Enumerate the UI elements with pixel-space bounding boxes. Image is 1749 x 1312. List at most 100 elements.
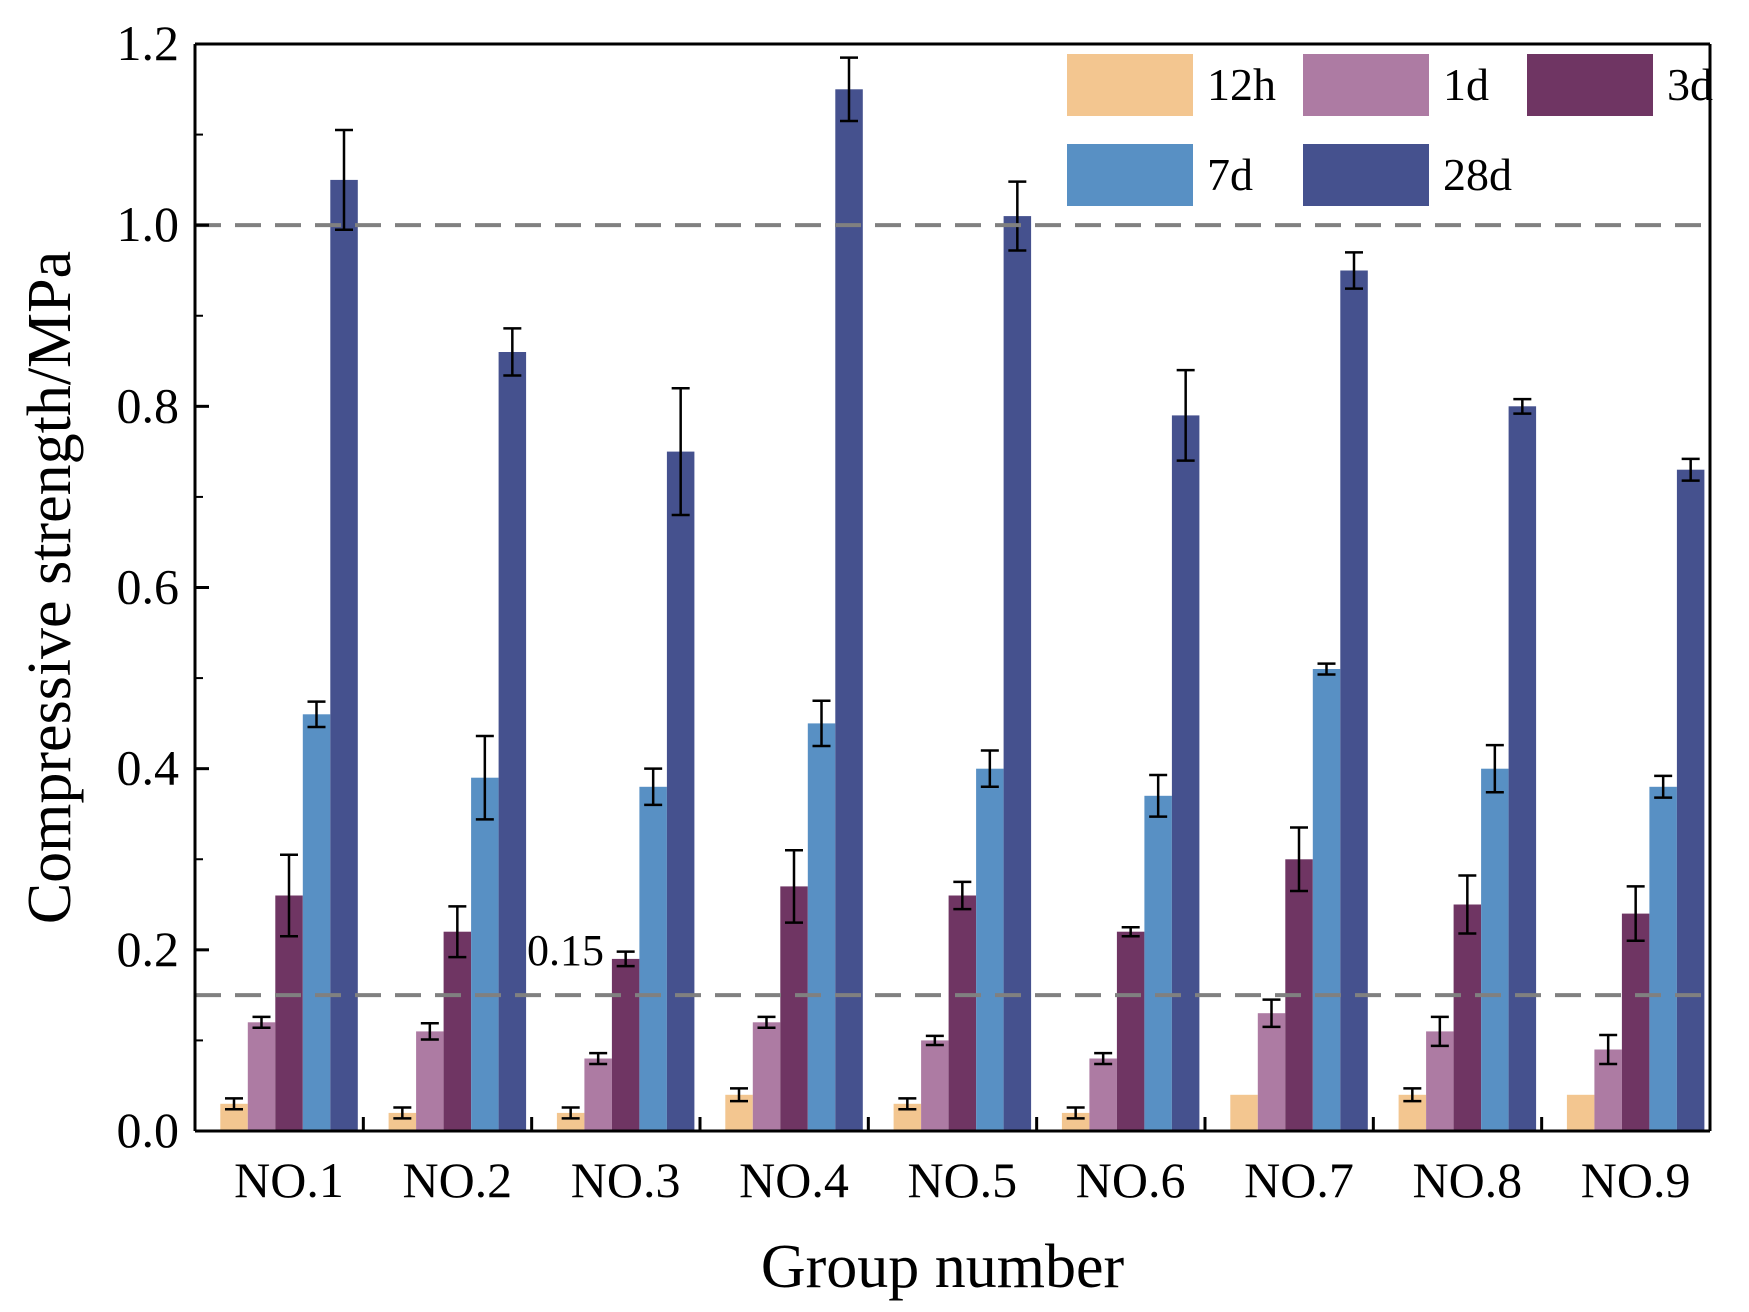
bar-28d-NO.2	[498, 352, 527, 1131]
error-bar-12h-NO.2	[393, 1106, 412, 1120]
bar-7d-NO.1	[302, 714, 331, 1131]
error-bar-7d-NO.9	[1654, 774, 1673, 799]
error-bar-28d-NO.9	[1681, 457, 1700, 482]
bar-7d-NO.7	[1312, 669, 1341, 1131]
legend-item-12h: 12h	[1067, 54, 1276, 116]
error-bar-7d-NO.4	[812, 699, 831, 748]
bar-1d-NO.2	[416, 1031, 444, 1131]
legend-swatch-3d	[1527, 54, 1653, 116]
bar-28d-NO.3	[666, 451, 695, 1132]
axes-layer: 0.0 0.2 0.4 0.6 0.8 1.0 1.2 NO.1 NO.2 NO.3 NO.4 NO.…	[16, 15, 1712, 1301]
x-tick-label: NO.9	[1581, 1152, 1691, 1208]
error-bar-28d-NO.2	[503, 327, 522, 377]
error-bar-7d-NO.1	[307, 700, 326, 729]
error-bar-7d-NO.8	[1485, 743, 1504, 794]
reference-line-label: 0.15	[527, 926, 604, 975]
bar-3d-NO.2	[443, 931, 472, 1131]
y-tick-label: 1.2	[117, 15, 180, 71]
error-bar-1d-NO.9	[1599, 1033, 1618, 1066]
y-tick-label: 0.4	[117, 740, 180, 796]
error-bar-28d-NO.7	[1345, 251, 1363, 290]
bar-28d-NO.5	[1003, 216, 1032, 1132]
bar-3d-NO.9	[1621, 913, 1650, 1131]
y-tick-label: 0.6	[117, 559, 180, 615]
bar-28d-NO.9	[1676, 469, 1705, 1131]
error-bar-7d-NO.2	[475, 734, 494, 821]
error-bar-7d-NO.6	[1149, 773, 1168, 818]
bar-1d-NO.1	[247, 1022, 276, 1131]
bar-12h-NO.9	[1566, 1094, 1595, 1131]
error-bar-28d-NO.3	[671, 386, 690, 517]
error-bar-3d-NO.8	[1458, 874, 1477, 935]
bars-layer	[220, 89, 1705, 1132]
error-bar-1d-NO.7	[1262, 998, 1281, 1029]
y-tick-label: 0.0	[117, 1102, 180, 1158]
bar-1d-NO.3	[584, 1058, 612, 1131]
bar-7d-NO.6	[1144, 795, 1172, 1131]
error-bar-1d-NO.8	[1430, 1015, 1449, 1048]
bar-12h-NO.7	[1230, 1094, 1258, 1131]
bar-28d-NO.7	[1340, 270, 1368, 1131]
error-bar-12h-NO.1	[225, 1097, 243, 1111]
legend-label-7d: 7d	[1207, 149, 1253, 200]
legend-item-3d: 3d	[1527, 54, 1713, 116]
bar-3d-NO.4	[780, 886, 808, 1131]
x-tick-label: NO.7	[1244, 1152, 1354, 1208]
bar-7d-NO.4	[807, 723, 836, 1131]
x-tick-label: NO.2	[402, 1152, 512, 1208]
error-bar-3d-NO.6	[1121, 925, 1140, 938]
error-bar-3d-NO.3	[616, 950, 635, 968]
bar-28d-NO.6	[1171, 415, 1200, 1131]
y-tick-label: 0.2	[117, 921, 180, 977]
x-tick-label: NO.6	[1076, 1152, 1186, 1208]
bar-3d-NO.8	[1453, 904, 1482, 1131]
error-bar-28d-NO.5	[1008, 180, 1027, 252]
y-tick-label: 1.0	[117, 196, 180, 252]
bar-7d-NO.2	[471, 777, 499, 1131]
x-tick-label: NO.8	[1412, 1152, 1522, 1208]
bar-7d-NO.5	[976, 768, 1004, 1131]
bar-28d-NO.1	[330, 179, 358, 1131]
bar-7d-NO.3	[639, 786, 667, 1131]
x-tick-label: NO.1	[234, 1152, 344, 1208]
y-tick-label: 0.8	[117, 377, 180, 433]
legend-swatch-28d	[1303, 144, 1429, 206]
x-tick-label: NO.4	[739, 1152, 849, 1208]
error-bar-3d-NO.1	[280, 853, 298, 938]
error-bar-28d-NO.8	[1513, 397, 1532, 415]
bar-7d-NO.9	[1649, 786, 1677, 1131]
error-bar-1d-NO.6	[1094, 1051, 1113, 1066]
error-bar-1d-NO.4	[757, 1015, 776, 1029]
legend-swatch-1d	[1303, 54, 1429, 116]
error-bar-12h-NO.4	[730, 1087, 748, 1103]
legend-label-12h: 12h	[1207, 59, 1276, 110]
legend-swatch-12h	[1067, 54, 1193, 116]
bar-28d-NO.4	[835, 89, 863, 1131]
error-bar-7d-NO.5	[980, 749, 999, 789]
bar-1d-NO.6	[1089, 1058, 1117, 1131]
error-bar-12h-NO.8	[1403, 1087, 1422, 1103]
error-bar-3d-NO.4	[785, 848, 803, 924]
bar-1d-NO.8	[1426, 1031, 1454, 1131]
error-bars-layer	[225, 56, 1700, 1120]
error-bar-1d-NO.1	[252, 1015, 271, 1029]
bar-3d-NO.6	[1116, 931, 1145, 1131]
error-bar-12h-NO.3	[561, 1106, 580, 1120]
legend-label-3d: 3d	[1667, 59, 1713, 110]
bar-3d-NO.3	[611, 958, 640, 1131]
error-bar-7d-NO.7	[1317, 662, 1336, 676]
legend: 12h 1d 3d 7d 28d	[1067, 54, 1713, 206]
x-tick-label: NO.3	[571, 1152, 681, 1208]
bar-28d-NO.8	[1508, 406, 1537, 1131]
error-bar-12h-NO.5	[898, 1097, 917, 1111]
y-axis-title: Compressive strength/MPa	[16, 251, 84, 924]
bar-1d-NO.7	[1257, 1013, 1286, 1131]
error-bar-1d-NO.5	[925, 1034, 944, 1047]
bar-7d-NO.8	[1481, 768, 1509, 1131]
error-bar-1d-NO.2	[420, 1021, 439, 1041]
error-bar-1d-NO.3	[589, 1051, 608, 1066]
error-bar-28d-NO.4	[840, 56, 858, 123]
bar-1d-NO.4	[752, 1022, 781, 1131]
legend-swatch-7d	[1067, 144, 1193, 206]
